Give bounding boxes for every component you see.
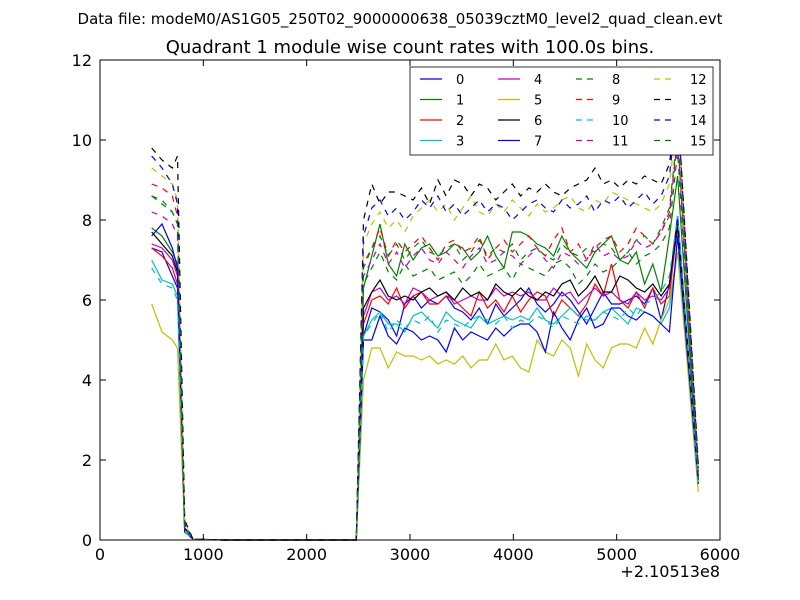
legend-label-9: 9 <box>612 94 620 109</box>
series-line-13 <box>151 99 699 541</box>
legend-label-10: 10 <box>612 114 629 129</box>
legend-label-8: 8 <box>612 73 620 88</box>
series-line-9 <box>151 135 699 541</box>
legend-label-4: 4 <box>534 73 542 88</box>
legend-label-7: 7 <box>534 135 542 150</box>
legend-label-1: 1 <box>456 94 464 109</box>
series-line-14 <box>151 103 699 541</box>
y-tick-label: 10 <box>72 131 92 150</box>
y-tick-label: 8 <box>82 211 92 230</box>
x-tick-label: 0 <box>95 545 105 564</box>
series-line-5 <box>151 251 699 541</box>
series-layer <box>151 99 699 541</box>
x-offset-label: +2.10513e8 <box>620 562 720 581</box>
x-tick-label: 3000 <box>390 545 431 564</box>
x-tick-label: 6000 <box>700 545 741 564</box>
legend-label-6: 6 <box>534 114 542 129</box>
legend-label-2: 2 <box>456 114 464 129</box>
x-tick-label: 1000 <box>183 545 224 564</box>
legend-label-13: 13 <box>690 94 707 109</box>
chart-suptitle: Data file: modeM0/AS1G05_250T02_90000006… <box>78 10 723 29</box>
x-tick-label: 5000 <box>596 545 637 564</box>
legend-label-14: 14 <box>690 114 707 129</box>
chart-title: Quadrant 1 module wise count rates with … <box>166 37 655 58</box>
series-line-11 <box>151 139 699 541</box>
legend-label-12: 12 <box>690 73 707 88</box>
legend-label-11: 11 <box>612 135 629 150</box>
legend-label-15: 15 <box>690 135 707 150</box>
y-tick-label: 0 <box>82 531 92 550</box>
series-line-15 <box>151 131 699 541</box>
legend-label-5: 5 <box>534 94 542 109</box>
y-tick-label: 6 <box>82 291 92 310</box>
x-tick-label: 2000 <box>286 545 327 564</box>
legend-label-0: 0 <box>456 73 464 88</box>
x-tick-label: 4000 <box>493 545 534 564</box>
y-tick-label: 12 <box>72 51 92 70</box>
y-tick-label: 4 <box>82 371 92 390</box>
legend-frame <box>409 66 714 156</box>
legend-label-3: 3 <box>456 135 464 150</box>
y-tick-label: 2 <box>82 451 92 470</box>
